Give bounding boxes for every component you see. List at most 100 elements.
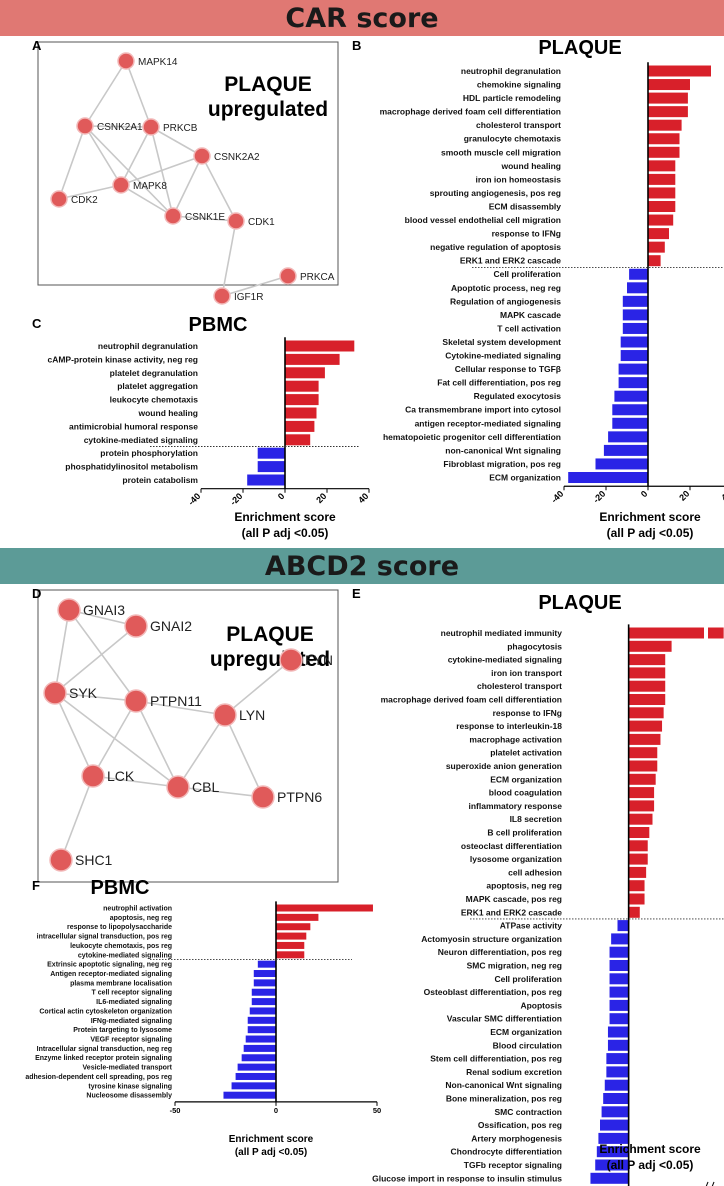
category-label-e-ecm-organization: ECM organization [490,774,562,784]
bar-c-cytokine-mediated-signaling [285,434,311,446]
bar-e-apoptosis [609,999,629,1011]
network-edge-ptpn11-lyn [135,700,226,716]
network-label-csnk1e: CSNK1E [185,212,225,223]
bar-e-neuron-differentiation-pos-reg [609,946,629,958]
category-label-b-cholesterol-transport: cholesterol transport [476,120,561,130]
category-label-b-granulocyte-chemotaxis: granulocyte chemotaxis [464,134,562,144]
bar-e-osteoblast-differentiation-pos-reg [609,986,629,998]
bar-f-enzyme-linked-receptor-protein-signaling [241,1054,276,1062]
category-label-e-b-cell-proliferation: B cell proliferation [487,827,562,837]
axis-break-mark-1-e [705,1181,709,1186]
category-label-b-hdl-particle-remodeling: HDL particle remodeling [463,93,561,103]
bar-e-cell-adhesion [628,866,647,878]
bar-b-non-canonical-wnt-signaling [603,444,648,456]
network-d-edges [54,609,292,861]
category-label-e-chondrocyte-differentiation: Chondrocyte differentiation [451,1147,562,1157]
bar-f-response-to-lipopolysaccharide [276,923,311,931]
bar-c-protein-phosphorylation [257,447,285,459]
network-node-prkcb [142,118,160,136]
network-edge-prkcb-mapk8 [120,126,152,186]
category-label-b-cytokine-mediated-signaling: Cytokine-mediated signaling [445,351,561,361]
bar-e-glucose-import-in-response-to-insulin-stimulus [590,1172,629,1184]
bar-b-fibroblast-migration-pos-reg [595,458,648,470]
network-a-edges [58,60,289,297]
bar-break-gap-e [704,626,708,640]
category-label-b-t-cell-activation: T cell activation [497,323,561,333]
category-label-e-cell-adhesion: cell adhesion [508,867,562,877]
x-tick-label-f-50: 50 [373,1106,381,1115]
category-label-e-apoptosis: Apoptosis [520,1000,562,1010]
bar-e-b-cell-proliferation [628,827,650,838]
category-label-f-enzyme-linked-receptor-protein-signaling: Enzyme linked receptor protein signaling [35,1055,172,1062]
category-label-e-il8-secretion: IL8 secretion [510,814,562,824]
bar-e-vascular-smc-differentiation [609,1013,629,1025]
network-edge-gnai2-syk [54,625,137,694]
bar-e-tgfb-receptor-signaling [595,1159,629,1171]
bar-e-artery-morphogenesis [598,1132,629,1144]
network-edge-csnk2a2-csnk1e [172,155,203,217]
network-edge-prkcb-csnk1e [150,126,174,217]
category-label-b-ca-transmembrane-import-into-cytosol: Ca transmembrane import into cytosol [405,405,561,415]
chart-c: neutrophil degranulation cAMP-protein kin… [47,337,370,540]
x-axis-title-f: Enrichment score [229,1134,314,1145]
network-label-gnai2: GNAI2 [150,618,192,634]
category-label-e-lysosome-organization: lysosome organization [470,854,562,864]
category-label-e-ossification-pos-reg: Ossification, pos reg [478,1120,562,1130]
network-edge-syk-cbl [54,692,179,788]
network-label-igf1r: IGF1R [234,292,263,303]
category-label-e-response-to-ifng: response to IFNg [493,708,562,718]
panel-c-title: PBMC [189,314,248,336]
bar-b-neutrophil-degranulation [648,65,711,77]
panel-b-letter: B [352,38,361,53]
bar-f-tyrosine-kinase-signaling [231,1082,276,1090]
x-tick-label-b-40: 40 [719,489,724,503]
bar-b-hdl-particle-remodeling [648,92,688,104]
x-tick-label-f-0: 0 [274,1106,278,1115]
x-axis-title-c: Enrichment score [234,510,336,524]
network-label-gnai3: GNAI3 [83,602,125,618]
category-label-f-cortical-actin-cytoskeleton-organization: Cortical actin cytoskeleton organization [39,1008,172,1015]
bar-f-vesicle-mediated-transport [237,1063,276,1071]
bar-b-mapk-cascade [622,309,648,321]
category-label-e-response-to-interleukin-18: response to interleukin-18 [456,721,562,731]
x-axis-subtitle-c: (all P adj <0.05) [242,526,329,540]
network-edge-lck-shc1 [60,775,94,861]
bar-c-platelet-degranulation [285,367,325,379]
bar-b-cytokine-mediated-signaling [620,350,648,362]
network-node-cdk2 [50,190,68,208]
category-label-f-tyrosine-kinase-signaling: tyrosine kinase signaling [88,1083,172,1090]
network-label-csnk2a2: CSNK2A2 [214,152,260,163]
network-edge-syk-ptpn11 [54,692,137,702]
network-node-mapk8 [112,176,130,194]
category-label-e-cytokine-mediated-signaling: cytokine-mediated signaling [448,655,562,665]
category-label-f-t-cell-receptor-signaling: T cell receptor signaling [91,990,172,997]
x-tick-label-b-40: -40 [549,489,565,505]
network-node-ptpn6 [251,785,275,809]
network-node-cdk1 [227,212,245,230]
category-label-f-protein-targeting-to-lysosome: Protein targeting to lysosome [73,1027,172,1034]
category-label-b-regulation-of-angiogenesis: Regulation of angiogenesis [450,296,561,306]
bar-c-camp-protein-kinase-activity-neg-reg [285,353,340,365]
bar-c-wound-healing [285,407,317,419]
bar-e-response-to-ifng [628,707,664,719]
category-label-b-cell-proliferation: Cell proliferation [493,269,561,279]
category-label-e-macrophage-activation: macrophage activation [469,734,562,744]
category-label-b-smooth-muscle-cell-migration: smooth muscle cell migration [441,147,561,157]
bar-f-leukocyte-chemotaxis-pos-reg [276,941,305,949]
bar-e-macrophage-derived-foam-cell-differentiation [628,694,666,705]
bar-e-atpase-activity [617,920,629,932]
category-label-e-vascular-smc-differentiation: Vascular SMC differentiation [447,1014,562,1024]
bar-f-antigen-receptor-mediated-signaling [253,970,276,978]
category-label-e-smc-migration-neg-reg: SMC migration, neg reg [467,960,562,970]
category-label-b-fat-cell-differentiation-pos-reg: Fat cell differentiation, pos reg [437,378,561,388]
bar-e-apoptosis-neg-reg [628,880,645,892]
bar-e-ossification-pos-reg [600,1119,629,1131]
network-node-ptpn11 [124,689,148,713]
bar-c-leukocyte-chemotaxis [285,394,319,406]
network-node-csnk2a2 [193,147,211,165]
network-label-syk: SYK [69,685,98,701]
network-edge-csnk2a1-cdk2 [58,125,86,200]
category-label-f-vegf-receptor-signaling: VEGF receptor signaling [90,1036,172,1043]
network-edge-csnk1e-cdk1 [172,215,237,222]
